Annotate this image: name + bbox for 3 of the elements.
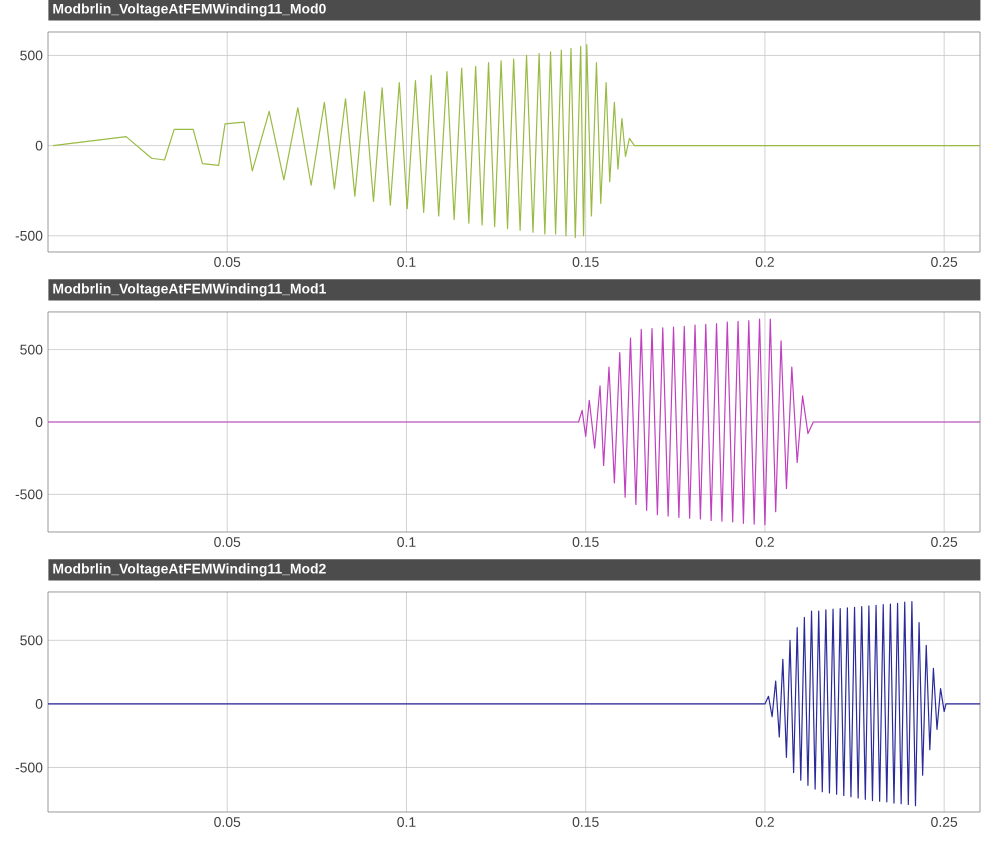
line-series	[52, 44, 981, 239]
line-series	[48, 600, 981, 807]
line-series	[48, 318, 981, 526]
